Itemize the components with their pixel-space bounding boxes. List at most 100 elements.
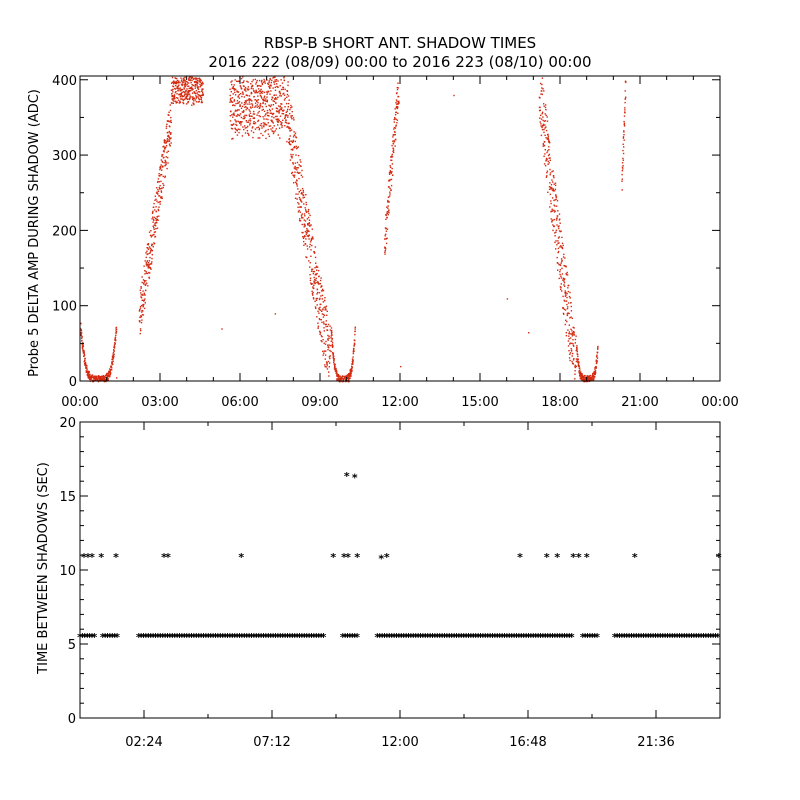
top-cluster-1-point	[152, 225, 154, 227]
top-cluster-8-point	[579, 375, 581, 377]
top-cluster-4-point	[294, 146, 296, 149]
top-cluster-3-point	[263, 118, 265, 120]
top-cluster-8-point	[589, 379, 591, 381]
bottom-baseline-point: *	[174, 631, 180, 644]
top-cluster-7-point	[548, 188, 551, 190]
top-cluster-3-point	[245, 90, 247, 92]
top-cluster-1-point	[140, 322, 143, 324]
top-cluster-4-point	[304, 215, 306, 217]
top-cluster-1-point	[145, 263, 148, 266]
bottom-baseline-point: *	[141, 631, 147, 644]
top-x-tick-label: 03:00	[141, 395, 178, 410]
top-cluster-1-point	[154, 235, 157, 238]
top-cluster-3-point	[260, 132, 262, 135]
top-cluster-4-point	[292, 163, 294, 165]
top-cluster-3-point	[246, 130, 249, 132]
top-cluster-1-point	[154, 195, 156, 197]
top-cluster-4-point	[292, 136, 295, 138]
top-cluster-7-point	[565, 273, 568, 276]
top-cluster-1-point	[155, 219, 158, 221]
bottom-baseline-point: *	[487, 631, 493, 644]
top-cluster-3-point	[253, 121, 255, 123]
top-cluster-2-point	[185, 97, 188, 99]
top-cluster-6-point	[389, 187, 391, 190]
bottom-baseline-point: *	[617, 631, 623, 644]
top-cluster-7-point	[542, 123, 545, 126]
top-cluster-0-point	[80, 322, 82, 325]
top-cluster-7-point	[571, 355, 573, 357]
top-cluster-7-point	[547, 139, 550, 141]
top-cluster-5-point	[351, 360, 354, 363]
top-cluster-7-point	[547, 133, 549, 136]
top-cluster-7-point	[543, 155, 545, 157]
bottom-baseline-point: *	[684, 631, 690, 644]
top-cluster-2-point	[197, 88, 200, 90]
top-cluster-3-point	[229, 88, 231, 90]
top-cluster-6-point	[388, 173, 391, 175]
top-cluster-3-point	[268, 85, 270, 88]
top-cluster-3-point	[257, 120, 259, 123]
top-cluster-3-point	[271, 119, 273, 122]
bottom-baseline-point: *	[463, 631, 469, 644]
top-cluster-4-point	[325, 323, 327, 325]
top-cluster-1-point	[156, 218, 159, 221]
top-cluster-3-point	[231, 128, 234, 130]
top-cluster-4-point	[329, 344, 332, 347]
top-cluster-7-point	[543, 145, 546, 147]
top-cluster-3-point	[259, 124, 261, 127]
top-cluster-2-point	[180, 92, 182, 95]
top-cluster-1-point	[160, 159, 163, 161]
top-cluster-4-point	[308, 246, 311, 248]
top-cluster-3-point	[270, 85, 272, 87]
top-cluster-1-point	[159, 175, 161, 177]
top-cluster-2-point	[197, 91, 200, 93]
top-cluster-5-point	[350, 375, 352, 377]
top-cluster-3-point	[259, 115, 261, 118]
top-cluster-6-point	[393, 121, 395, 123]
top-cluster-4-point	[315, 265, 318, 267]
top-cluster-4-point	[316, 293, 318, 295]
top-cluster-4-point	[302, 189, 304, 192]
top-cluster-4-point	[307, 230, 309, 232]
top-cluster-3-point	[239, 122, 241, 124]
top-cluster-3-point	[259, 107, 261, 109]
top-cluster-7-point	[554, 232, 556, 234]
top-cluster-3-point	[272, 122, 274, 124]
top-cluster-1-point	[160, 164, 162, 166]
top-cluster-4-point	[324, 366, 326, 368]
top-cluster-6-point	[390, 178, 393, 181]
top-cluster-0-point	[86, 368, 88, 371]
top-cluster-8-point	[580, 375, 583, 377]
bottom-baseline-point: *	[504, 631, 510, 644]
bottom-baseline-point: *	[294, 631, 300, 644]
top-cluster-3-point	[279, 105, 282, 107]
top-cluster-1-point	[147, 267, 149, 269]
top-cluster-4-point	[305, 209, 307, 211]
top-cluster-6-point	[395, 118, 397, 120]
top-cluster-7-point	[546, 170, 549, 172]
top-cluster-6-point	[388, 179, 390, 181]
top-cluster-7-point	[562, 312, 565, 315]
top-cluster-7-point	[560, 230, 562, 232]
top-cluster-3-point	[238, 93, 240, 96]
top-cluster-3-point	[234, 119, 236, 121]
bottom-y-axis-label: TIME BETWEEN SHADOWS (SEC)	[36, 462, 51, 675]
top-cluster-7-point	[547, 135, 550, 137]
top-cluster-2-point	[197, 86, 200, 88]
top-cluster-2-point	[194, 85, 196, 87]
top-cluster-3-point	[274, 115, 277, 118]
top-cluster-7-point	[547, 150, 549, 152]
top-cluster-7-point	[569, 352, 572, 354]
bottom-baseline-point: *	[526, 631, 532, 644]
top-cluster-3-point	[249, 106, 252, 108]
top-cluster-2-point	[185, 103, 188, 105]
top-cluster-3-point	[272, 87, 274, 89]
top-cluster-6-point	[392, 136, 394, 138]
top-cluster-4-point	[317, 291, 319, 294]
top-cluster-4-point	[296, 180, 298, 182]
bottom-baseline-point: *	[703, 631, 709, 644]
top-cluster-4-point	[327, 339, 329, 341]
bottom-baseline-point: *	[660, 631, 666, 644]
top-cluster-5-point	[351, 358, 354, 360]
top-cluster-4-point	[329, 329, 332, 331]
